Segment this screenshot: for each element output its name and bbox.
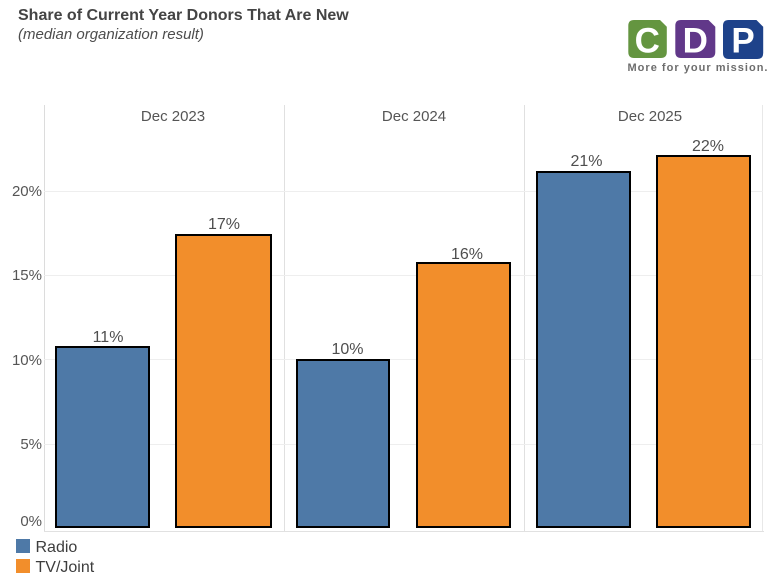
svg-text:P: P <box>731 21 754 60</box>
svg-text:C: C <box>635 21 660 60</box>
svg-text:D: D <box>683 21 708 60</box>
